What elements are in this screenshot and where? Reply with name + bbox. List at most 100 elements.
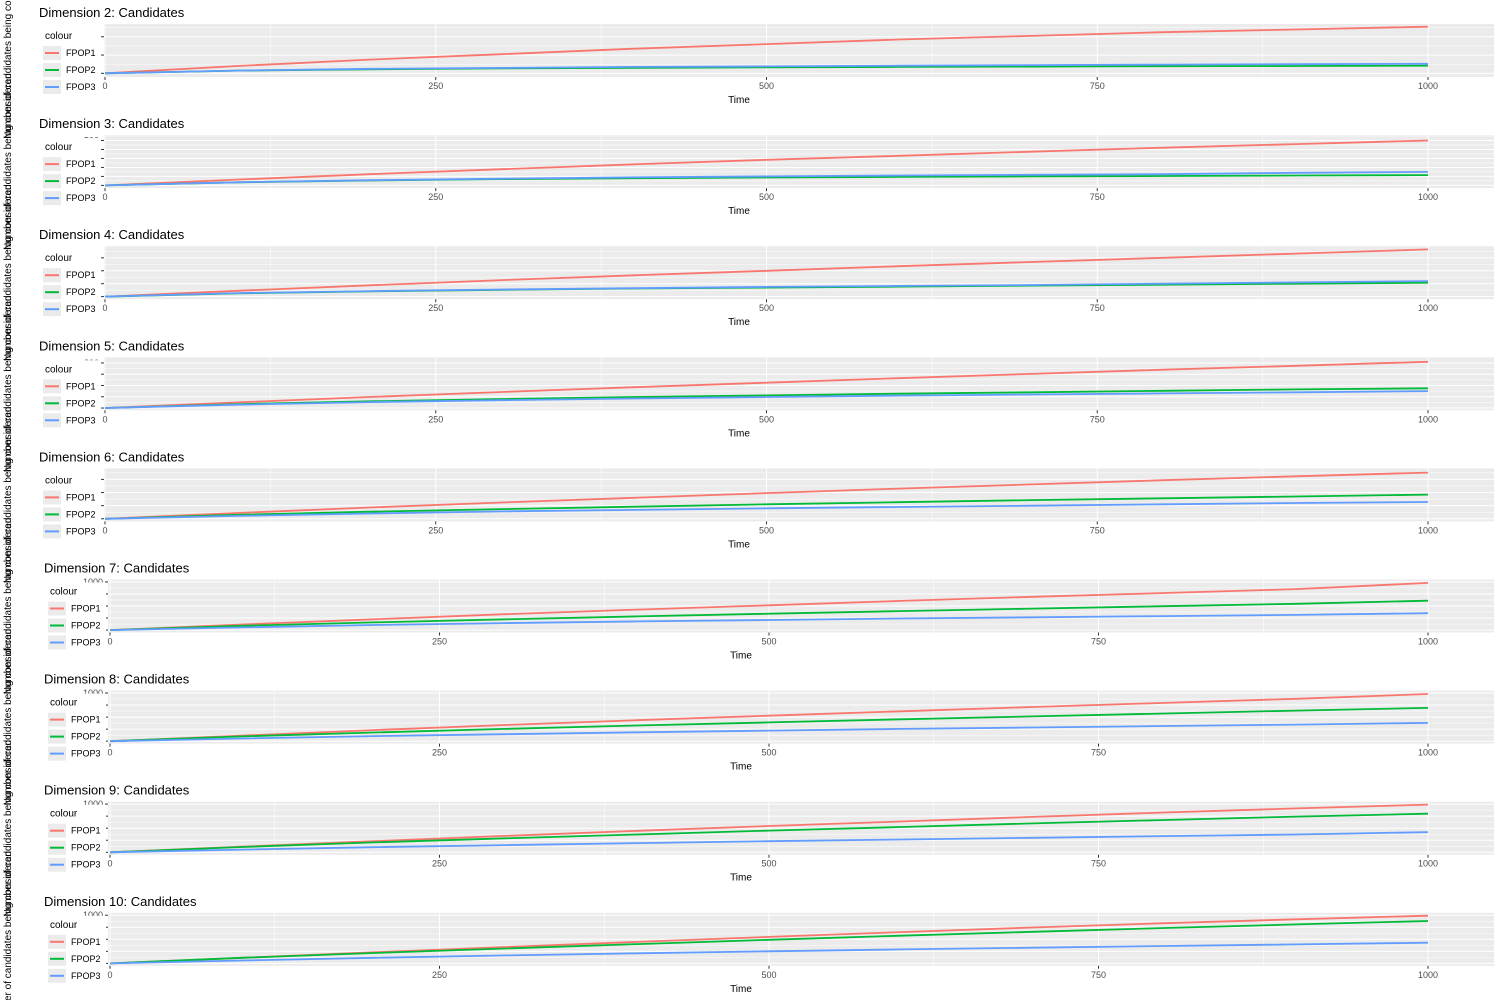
x-tick-label: 750 [1090, 525, 1105, 535]
plot-panel [104, 24, 1494, 77]
x-tick-label: 1000 [1418, 859, 1438, 869]
y-axis-label: Number of candidates being considered [3, 184, 14, 361]
chart-panel-9: Dimension 9: Candidates 0 250 500 750 1000 0 25… [3, 740, 1494, 917]
series-line-fpop1 [109, 582, 1429, 631]
x-tick-label: 1000 [1418, 81, 1438, 91]
legend-label-fpop3: FPOP3 [71, 638, 101, 648]
chart-title: Dimension 5: Candidates [39, 338, 185, 353]
x-axis-label: Time [728, 428, 750, 439]
legend-label-fpop1: FPOP1 [66, 48, 96, 58]
x-tick-label: 0 [107, 970, 112, 980]
series-line-fpop3 [104, 62, 1429, 75]
x-tick-label: 0 [107, 748, 112, 758]
series-line-fpop3 [109, 612, 1429, 631]
legend-title: colour [50, 920, 78, 931]
series-line-fpop3 [104, 171, 1429, 187]
legend-label-fpop3: FPOP3 [66, 526, 96, 536]
legend-label-fpop2: FPOP2 [71, 732, 101, 742]
legend-label-fpop3: FPOP3 [66, 193, 96, 203]
series-line-fpop3 [109, 722, 1429, 743]
series-line-fpop3 [109, 831, 1429, 854]
legend-title: colour [50, 809, 78, 820]
chart-title: Dimension 9: Candidates [44, 783, 190, 798]
x-tick-label: 250 [428, 414, 443, 424]
y-tick-label: 1000 [83, 910, 103, 920]
x-tick-label: 1000 [1418, 192, 1438, 202]
x-tick-label: 0 [107, 859, 112, 869]
x-tick-label: 500 [761, 859, 776, 869]
chart-panel-4: Dimension 4: Candidates02505007501000020… [3, 184, 1494, 361]
x-tick-label: 750 [1091, 859, 1106, 869]
legend-label-fpop1: FPOP1 [66, 159, 96, 169]
x-tick-label: 250 [428, 303, 443, 313]
legend-label-fpop3: FPOP3 [66, 304, 96, 314]
x-axis-label: Time [730, 762, 752, 773]
x-axis-label: Time [730, 984, 752, 995]
series-line-fpop1 [104, 471, 1429, 520]
x-tick-label: 750 [1091, 637, 1106, 647]
legend-label-fpop1: FPOP1 [66, 492, 96, 502]
x-tick-label: 0 [102, 414, 107, 424]
x-tick-label: 750 [1090, 303, 1105, 313]
legend: colour FPOP1 FPOP2 FPOP3 [46, 693, 106, 766]
x-tick-label: 1000 [1418, 970, 1438, 980]
legend-label-fpop3: FPOP3 [66, 82, 96, 92]
chart-panel-6: Dimension 6: Candidates 0 250 500 750 1000 0 25… [3, 407, 1494, 584]
legend-title: colour [50, 698, 78, 709]
y-tick-label: 1000 [83, 577, 103, 587]
x-tick-label: 1000 [1418, 414, 1438, 424]
x-tick-label: 0 [102, 303, 107, 313]
x-axis-label: Time [728, 95, 750, 106]
legend-label-fpop2: FPOP2 [71, 954, 101, 964]
x-tick-label: 1000 [1418, 748, 1438, 758]
x-tick-label: 500 [761, 748, 776, 758]
x-tick-label: 0 [102, 81, 107, 91]
x-tick-label: 250 [428, 192, 443, 202]
legend: colour FPOP1 FPOP2 FPOP3 [41, 249, 101, 322]
x-tick-label: 1000 [1418, 525, 1438, 535]
y-axis-label: Number of candidates being considered [3, 73, 14, 250]
series-line-fpop2 [109, 920, 1429, 965]
series-line-fpop1 [104, 248, 1429, 298]
series-line-fpop1 [104, 139, 1429, 187]
legend-label-fpop1: FPOP1 [71, 604, 101, 614]
chart-title: Dimension 7: Candidates [44, 561, 190, 576]
legend-label-fpop1: FPOP1 [71, 826, 101, 836]
legend-label-fpop2: FPOP2 [66, 398, 96, 408]
x-tick-label: 750 [1091, 970, 1106, 980]
chart-panel-8: Dimension 8: Candidates 0 250 500 750 1000 0 25… [3, 629, 1494, 806]
legend-label-fpop2: FPOP2 [71, 621, 101, 631]
legend-label-fpop3: FPOP3 [71, 749, 101, 759]
legend-label-fpop3: FPOP3 [71, 971, 101, 981]
chart-title: Dimension 2: Candidates [39, 5, 185, 20]
y-axis-label: Number of candidates being considered [3, 295, 14, 472]
y-axis-label: Number of candidates being considered [3, 629, 14, 806]
chart-title: Dimension 6: Candidates [39, 449, 185, 464]
x-tick-label: 250 [428, 525, 443, 535]
legend-label-fpop1: FPOP1 [71, 937, 101, 947]
legend-title: colour [45, 253, 73, 264]
chart-title: Dimension 4: Candidates [39, 227, 185, 242]
series-line-fpop3 [104, 280, 1429, 298]
chart-panel-10: Dimension 10: Candidates 0 250 500 750 1000 0 2… [3, 851, 1494, 1000]
legend-title: colour [45, 31, 73, 42]
series-line-fpop2 [104, 493, 1429, 520]
chart-panel-3: Dimension 3: Candidates 0 250 500 750 1000 0 10… [3, 73, 1494, 250]
y-axis-label: Number of candidates being considered [3, 407, 14, 584]
legend-label-fpop1: FPOP1 [66, 270, 96, 280]
legend-label-fpop3: FPOP3 [66, 415, 96, 425]
legend: colour FPOP1 FPOP2 FPOP3 [46, 804, 106, 877]
series-line-fpop2 [109, 707, 1429, 743]
legend: colour FPOP1 FPOP2 FPOP3 [46, 582, 106, 655]
legend-title: colour [45, 142, 73, 153]
x-axis-label: Time [730, 873, 752, 884]
x-tick-label: 500 [761, 970, 776, 980]
x-tick-label: 250 [432, 970, 447, 980]
legend-label-fpop2: FPOP2 [66, 176, 96, 186]
x-tick-label: 0 [102, 525, 107, 535]
x-axis-label: Time [728, 317, 750, 328]
x-axis-label: Time [728, 539, 750, 550]
x-tick-label: 500 [759, 192, 774, 202]
x-tick-label: 500 [761, 637, 776, 647]
